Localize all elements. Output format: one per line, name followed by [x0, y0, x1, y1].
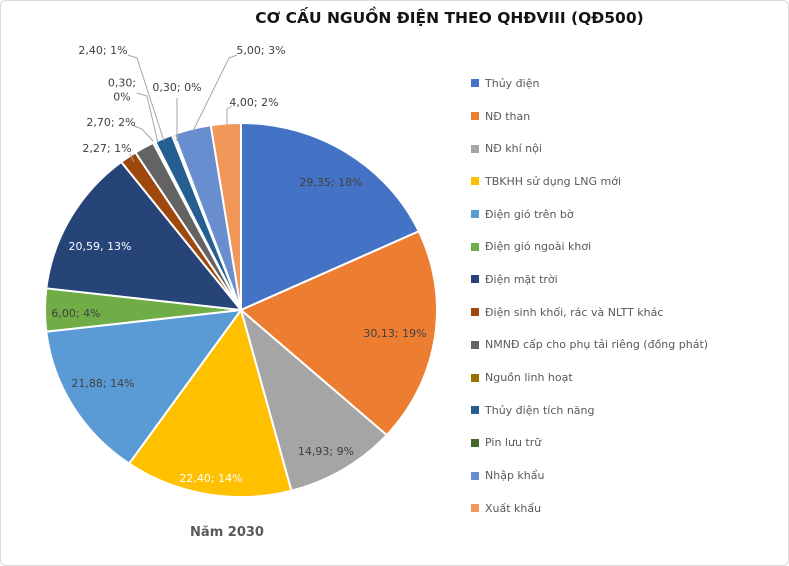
leader-line	[192, 54, 238, 132]
leader-line	[226, 105, 233, 125]
legend-label: Xuất khẩu	[485, 501, 542, 515]
legend-label: Nhập khẩu	[485, 469, 545, 483]
legend-item: Thủy điện	[471, 67, 708, 100]
legend-label: Pin lưu trữ	[485, 436, 542, 450]
legend-item: NMNĐ cấp cho phụ tải riêng (đồng phát)	[471, 329, 708, 362]
pie-slice	[240, 230, 438, 437]
legend-swatch	[471, 112, 479, 121]
leader-line	[136, 92, 159, 144]
legend-item: Điện gió ngoài khơi	[471, 230, 708, 263]
legend-item: Nhập khẩu	[471, 459, 708, 492]
legend-swatch	[471, 373, 479, 382]
legend-swatch	[471, 210, 479, 219]
legend-swatch	[471, 79, 479, 88]
legend-item: NĐ khí nội	[471, 132, 708, 165]
legend-item: Nguồn linh hoạt	[471, 361, 708, 394]
legend: Thủy điện NĐ than NĐ khí nội TBKHH sử dụng …	[471, 67, 708, 525]
legend-label: NĐ than	[485, 109, 531, 123]
legend-label: Điện mặt trời	[485, 272, 558, 286]
legend-label: NMNĐ cấp cho phụ tải riêng (đồng phát)	[485, 338, 709, 352]
legend-item: NĐ than	[471, 100, 708, 133]
legend-swatch	[471, 242, 479, 251]
category-label: Năm 2030	[190, 525, 264, 540]
legend-label: Nguồn linh hoạt	[485, 371, 573, 385]
legend-label: NĐ khí nội	[485, 142, 542, 156]
pie-slice	[45, 160, 242, 311]
pie-slice	[240, 309, 388, 492]
legend-swatch	[471, 144, 479, 153]
legend-label: Thủy điện tích năng	[485, 403, 595, 417]
legend-swatch	[471, 308, 479, 317]
legend-swatch	[471, 471, 479, 480]
legend-swatch	[471, 438, 479, 447]
legend-swatch	[471, 504, 479, 513]
pie-slice	[45, 309, 242, 465]
legend-item: Xuất khẩu	[471, 492, 708, 525]
pie-slice	[209, 122, 242, 311]
leader-line	[133, 125, 154, 142]
legend-label: TBKHH sử dụng LNG mới	[485, 174, 622, 188]
pie-slice	[240, 122, 420, 311]
pie-slice	[128, 309, 293, 498]
leader-line	[129, 153, 135, 163]
legend-label: Điện gió trên bờ	[485, 207, 574, 221]
chart-title: CƠ CẤU NGUỒN ĐIỆN THEO QHĐVIII (QĐ500)	[255, 9, 644, 27]
legend-label: Điện sinh khối, rác và NLTT khác	[485, 305, 664, 319]
legend-item: Điện sinh khối, rác và NLTT khác	[471, 296, 708, 329]
legend-item: TBKHH sử dụng LNG mới	[471, 165, 708, 198]
legend-swatch	[471, 340, 479, 349]
leader-line	[127, 54, 165, 142]
legend-item: Thủy điện tích năng	[471, 394, 708, 427]
legend-item: Điện mặt trời	[471, 263, 708, 296]
legend-swatch	[471, 406, 479, 415]
legend-item: Điện gió trên bờ	[471, 198, 708, 231]
legend-label: Thủy điện	[485, 76, 540, 90]
legend-swatch	[471, 275, 479, 284]
legend-label: Điện gió ngoài khơi	[485, 240, 592, 254]
legend-swatch	[471, 177, 479, 186]
legend-item: Pin lưu trữ	[471, 427, 708, 460]
